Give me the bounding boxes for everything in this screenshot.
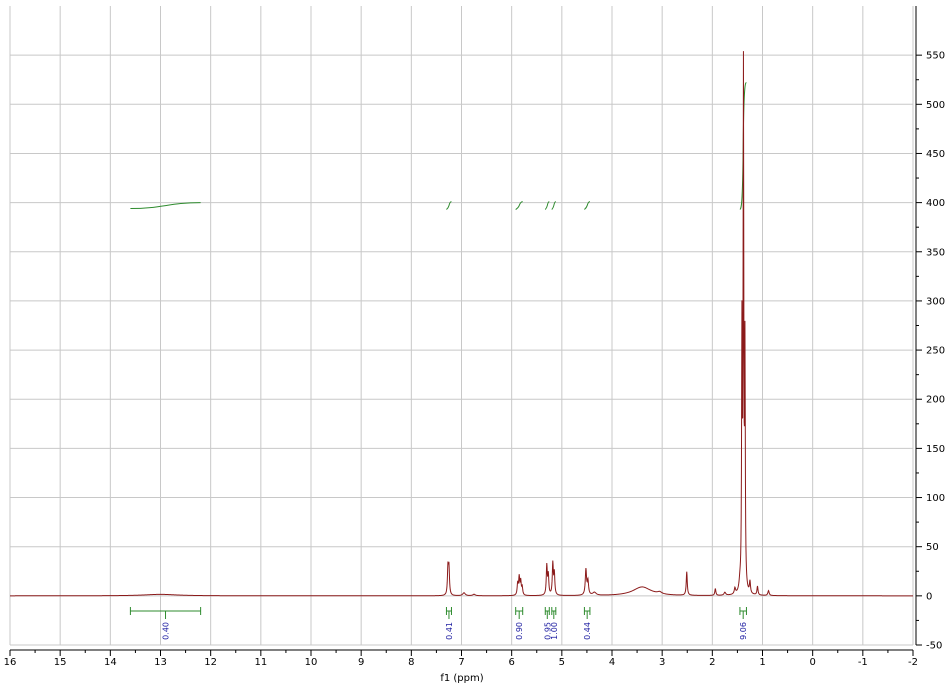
integral-value-label: 0.41 xyxy=(445,622,454,640)
integral-curve xyxy=(515,201,523,210)
y-tick-label: 400 xyxy=(926,198,945,209)
integral-curve xyxy=(130,202,201,210)
integral-curve xyxy=(551,201,556,210)
integral-value-label: 0.90 xyxy=(515,622,524,640)
x-tick-label: 15 xyxy=(54,657,67,668)
integral-curve xyxy=(584,201,591,210)
integral-curve xyxy=(446,201,452,210)
integral-value-label: 0.40 xyxy=(162,622,171,640)
x-tick-label: 0 xyxy=(809,657,815,668)
grid-lines xyxy=(9,6,914,646)
y-tick-label: 450 xyxy=(926,149,945,160)
integral-curve xyxy=(544,201,550,210)
x-tick-label: 4 xyxy=(609,657,615,668)
x-tick-label: 10 xyxy=(305,657,318,668)
x-tick-label: 7 xyxy=(458,657,464,668)
y-tick-label: 500 xyxy=(926,100,945,111)
axes: 16 15 14 13 12 11 10 9 8 7 6 5 4 3 2 1 0 -1 -2-50050100150… xyxy=(4,6,945,668)
integral-value-label: 9.06 xyxy=(739,622,748,640)
y-tick-label: 550 xyxy=(926,51,945,62)
x-tick-label: 13 xyxy=(154,657,167,668)
y-tick-label: 250 xyxy=(926,346,945,357)
integral-value-label: 0.44 xyxy=(583,622,592,640)
spectrum-trace xyxy=(10,51,913,597)
x-tick-label: 8 xyxy=(408,657,414,668)
x-tick-label: -1 xyxy=(858,657,868,668)
y-tick-label: 300 xyxy=(926,296,945,307)
spectrum-trace-group xyxy=(10,51,913,597)
y-tick-label: 350 xyxy=(926,247,945,258)
x-tick-label: 3 xyxy=(659,657,665,668)
x-tick-label: 9 xyxy=(358,657,364,668)
x-tick-label: 5 xyxy=(559,657,565,668)
y-tick-label: 150 xyxy=(926,444,945,455)
integral-value-label: 1.00 xyxy=(550,622,559,640)
y-tick-label: 100 xyxy=(926,493,945,504)
y-tick-label: -50 xyxy=(926,641,942,652)
x-tick-label: 6 xyxy=(508,657,514,668)
integral-value-label: 0.95 xyxy=(543,622,552,640)
x-tick-label: 2 xyxy=(709,657,715,668)
x-tick-label: 14 xyxy=(104,657,117,668)
x-tick-label: 16 xyxy=(4,657,17,668)
y-tick-label: 0 xyxy=(926,591,932,602)
integral-brackets: 0.40 0.41 0.90 0.951.00 0.44 9.06 xyxy=(129,607,748,640)
y-tick-label: 200 xyxy=(926,395,945,406)
x-tick-label: 11 xyxy=(254,657,267,668)
x-tick-label: -2 xyxy=(908,657,918,668)
x-tick-label: 12 xyxy=(204,657,217,668)
y-tick-label: 50 xyxy=(926,542,939,553)
x-axis-label: f1 (ppm) xyxy=(440,673,483,684)
x-tick-label: 1 xyxy=(759,657,765,668)
